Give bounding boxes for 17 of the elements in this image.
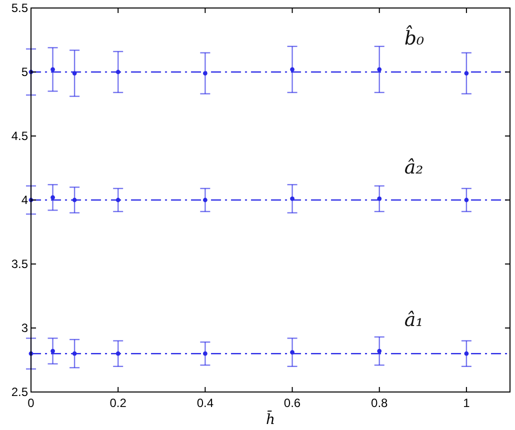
x-tick-label: 0	[28, 396, 35, 410]
x-tick-label: 0.8	[371, 396, 388, 410]
y-tick-label: 4.5	[11, 129, 28, 143]
x-tick-label: 0.2	[110, 396, 127, 410]
series-label: â₂	[404, 156, 424, 179]
x-tick-label: 0.6	[284, 396, 301, 410]
y-tick-label: 3.5	[11, 257, 28, 271]
y-tick-label: 4	[21, 193, 28, 207]
y-tick-label: 2.5	[11, 385, 28, 399]
x-tick-label: 0.4	[196, 396, 214, 410]
series-label: â₁	[404, 309, 424, 332]
x-axis-title: h̄	[266, 410, 276, 428]
x-tick-label: 1	[463, 396, 470, 410]
y-tick-label: 5	[21, 65, 28, 79]
y-tick-label: 3	[21, 321, 28, 335]
series-label: b̂₀	[404, 24, 425, 50]
y-tick-label: 5.5	[11, 1, 28, 15]
